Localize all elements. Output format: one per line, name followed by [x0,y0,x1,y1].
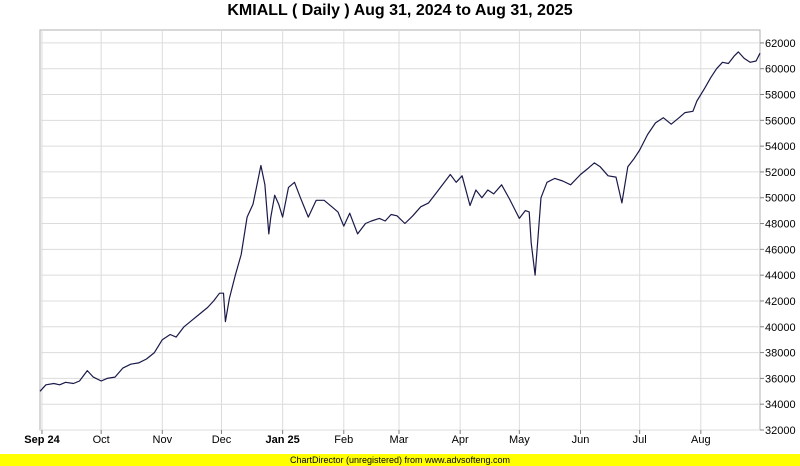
chart-area: 32000 34000 36000 38000 40000 42000 44000 46000… [24,29,796,446]
grid-lines [40,30,760,431]
x-tick-label: Nov [153,434,173,446]
y-tick-label: 32000 [765,425,796,437]
series-layer [39,51,761,392]
chart-title: KMIALL ( Daily ) Aug 31, 2024 to Aug 31,… [227,2,573,19]
x-tick-label: May [509,434,530,446]
footer-banner: ChartDirector (unregistered) from www.ad… [0,454,800,466]
y-tick-label: 60000 [765,64,796,76]
y-tick-label: 48000 [765,219,796,231]
y-axis: 32000 34000 36000 38000 40000 42000 44000 46000… [760,38,796,437]
y-tick-label: 46000 [765,244,796,256]
y-tick-label: 62000 [765,38,796,50]
x-tick-label: Sep 24 [24,434,60,446]
y-tick-label: 54000 [765,141,796,153]
x-tick-label: Feb [334,434,353,446]
y-tick-label: 56000 [765,115,796,127]
x-axis: Sep 24 Oct Nov Dec Jan 25 Feb Mar Apr May Jun Jul A… [24,430,711,446]
y-tick-label: 38000 [765,348,796,360]
y-tick-label: 36000 [765,373,796,385]
y-tick-label: 44000 [765,270,796,282]
x-tick-label: Mar [390,434,409,446]
plot-area [39,29,761,431]
y-tick-label: 40000 [765,322,796,334]
y-tick-label: 34000 [765,399,796,411]
y-tick-label: 52000 [765,167,796,179]
y-tick-label: 42000 [765,296,796,308]
x-tick-label: Aug [691,434,711,446]
y-tick-label: 50000 [765,193,796,205]
x-tick-label: Dec [212,434,232,446]
x-tick-label: Oct [93,434,110,446]
series-line [39,51,761,392]
x-tick-label: Jul [633,434,647,446]
x-tick-label: Jan 25 [266,434,300,446]
x-tick-label: Jun [572,434,590,446]
y-tick-label: 58000 [765,90,796,102]
x-tick-label: Apr [452,434,469,446]
